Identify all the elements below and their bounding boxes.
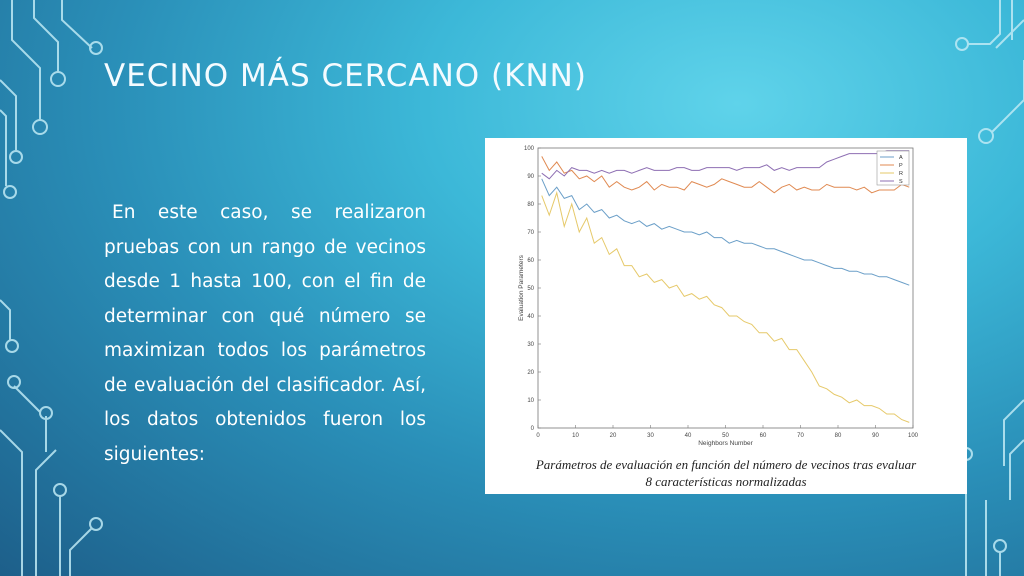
y-axis-label: Evaluation Parameters [518, 254, 525, 321]
evaluation-line-chart: 0 10 20 30 40 50 60 70 80 90 100 0 10 20 30 40 50 60 70 80 9… [518, 146, 919, 447]
y-tick-label: 40 [527, 314, 534, 320]
y-tick-label: 0 [531, 426, 535, 432]
y-tick-label: 70 [527, 230, 534, 236]
y-tick-label: 90 [527, 174, 534, 180]
chart-caption: Parámetros de evaluación en función del … [485, 456, 967, 490]
caption-line-2: 8 características normalizadas [645, 474, 807, 489]
series-line-A [541, 178, 910, 286]
chart-figure: 0 10 20 30 40 50 60 70 80 90 100 0 10 20 30 40 50 60 70 80 9… [485, 138, 967, 494]
x-tick-label: 60 [760, 433, 767, 439]
y-tick-label: 50 [527, 286, 534, 292]
legend-box [876, 150, 910, 186]
series-line-R [541, 190, 910, 423]
x-tick-label: 0 [536, 433, 540, 439]
series-line-P [541, 156, 910, 194]
x-tick-label: 90 [872, 433, 879, 439]
x-tick-label: 50 [722, 433, 729, 439]
y-tick-label: 20 [527, 370, 534, 376]
x-tick-label: 20 [610, 433, 617, 439]
y-tick-label: 30 [527, 342, 534, 348]
legend-label-R: R [899, 171, 903, 177]
slide-body-text: En este caso, se realizaron pruebas con … [104, 202, 426, 465]
x-axis-label: Neighbors Number [698, 440, 753, 447]
y-tick-label: 100 [524, 146, 535, 152]
series-line-S [541, 150, 910, 180]
y-tick-label: 10 [527, 398, 534, 404]
y-tick-label: 80 [527, 202, 534, 208]
caption-line-1: Parámetros de evaluación en función del … [535, 457, 917, 472]
x-tick-label: 30 [647, 433, 654, 439]
x-tick-label: 70 [797, 433, 804, 439]
legend-label-P: P [899, 163, 903, 169]
slide-title: VECINO MÁS CERCANO (KNN) [104, 58, 587, 94]
x-tick-label: 10 [572, 433, 579, 439]
x-tick-label: 100 [908, 433, 919, 439]
x-tick-label: 40 [685, 433, 692, 439]
legend-label-A: A [899, 155, 903, 161]
x-tick-label: 80 [835, 433, 842, 439]
legend-label-S: S [899, 179, 903, 185]
y-tick-label: 60 [527, 258, 534, 264]
